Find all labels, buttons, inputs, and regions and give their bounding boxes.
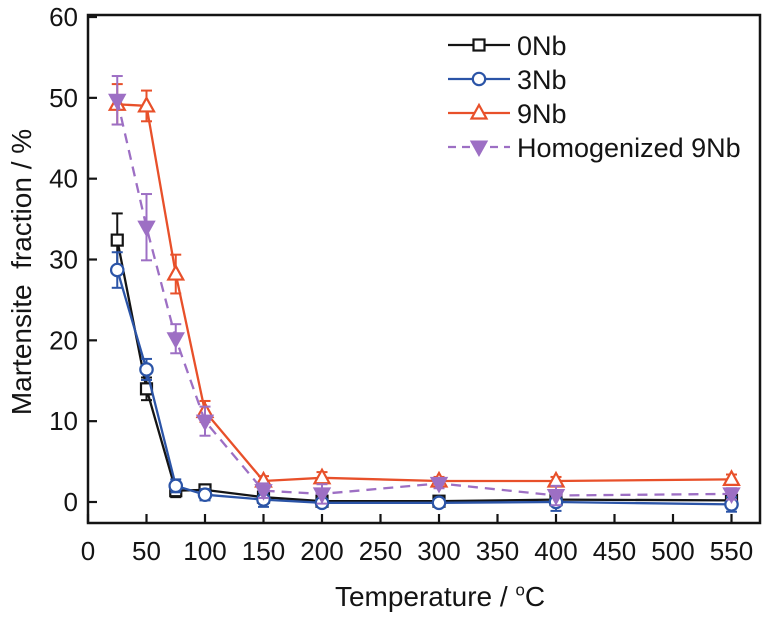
series-9nb: [107, 83, 741, 488]
marker-9nb: [166, 263, 186, 281]
legend-item-3nb: 3Nb: [448, 65, 567, 95]
series-0nb: [110, 212, 739, 508]
x-axis-title-text: Temperature /: [334, 581, 516, 612]
x-axis-title-superscript: o: [515, 580, 525, 600]
marker-3nb: [139, 362, 154, 377]
marker-homogenized-9nb: [429, 476, 449, 494]
x-tick-label: 300: [417, 536, 460, 566]
marker-homogenized-9nb: [722, 487, 741, 504]
x-tick-label: 350: [476, 536, 519, 566]
y-axis: 0 10 20 30 40 50 60: [49, 2, 97, 517]
series-line-3nb: [116, 269, 732, 506]
y-tick-label: 40: [49, 164, 78, 194]
marker-3nb: [431, 495, 447, 511]
legend-label-9nb: 9Nb: [517, 99, 567, 129]
y-axis-title: Martensite fraction / %: [6, 128, 37, 416]
y-tick-label: 30: [49, 245, 78, 275]
x-tick-label: 250: [359, 536, 402, 566]
x-tick-label: 500: [651, 536, 694, 566]
x-axis-title-unit: C: [524, 581, 546, 612]
legend-marker-0nb: [472, 38, 486, 52]
legend-item-0nb: 0Nb: [448, 31, 567, 61]
y-tick-label: 10: [49, 406, 78, 436]
marker-9nb: [546, 470, 566, 488]
x-tick-label: 50: [132, 536, 161, 566]
legend-label-3nb: 3Nb: [517, 65, 567, 95]
marker-homogenized-9nb: [546, 489, 566, 506]
marker-0nb: [110, 233, 124, 247]
legend-item-9nb: 9Nb: [448, 99, 567, 129]
y-tick-label: 0: [64, 487, 78, 517]
x-tick-label: 100: [183, 536, 226, 566]
marker-9nb: [137, 95, 156, 113]
marker-3nb: [197, 487, 213, 503]
x-tick-label: 400: [534, 536, 577, 566]
series-line-0nb: [116, 239, 732, 503]
legend-marker-9nb: [469, 102, 489, 120]
x-tick-label: 0: [81, 536, 95, 566]
marker-homogenized-9nb: [312, 487, 332, 504]
marker-9nb: [722, 469, 741, 486]
series-3nb: [109, 251, 739, 513]
x-axis: 0 50 100 150 200 250 300 350 400 450 500 550: [81, 514, 753, 566]
legend-label-homogenized-9nb: Homogenized 9Nb: [517, 133, 741, 163]
marker-homogenized-9nb: [137, 220, 156, 238]
y-tick-label: 50: [49, 83, 78, 113]
marker-homogenized-9nb: [166, 332, 185, 349]
legend-item-homogenized-9nb: Homogenized 9Nb: [448, 133, 741, 163]
marker-homogenized-9nb: [108, 93, 127, 111]
x-tick-label: 450: [593, 536, 636, 566]
legend-marker-homogenized-9nb: [469, 140, 489, 158]
legend-marker-3nb: [471, 71, 487, 87]
x-tick-label: 150: [242, 536, 285, 566]
y-tick-label: 20: [49, 325, 78, 355]
x-tick-label: 200: [300, 536, 343, 566]
series-homogenized-9nb: [108, 75, 741, 507]
x-axis-title: Temperature / oC: [104, 581, 768, 613]
y-tick-label: 60: [49, 2, 78, 32]
marker-homogenized-9nb: [195, 414, 215, 432]
legend: 0Nb 3Nb 9Nb Homogenized 9Nb: [448, 31, 741, 163]
plot-frame: [86, 13, 762, 525]
x-tick-label: 550: [710, 536, 753, 566]
legend-label-0nb: 0Nb: [517, 31, 567, 61]
marker-3nb: [168, 478, 184, 494]
marker-3nb: [109, 262, 125, 278]
marker-homogenized-9nb: [254, 484, 273, 501]
